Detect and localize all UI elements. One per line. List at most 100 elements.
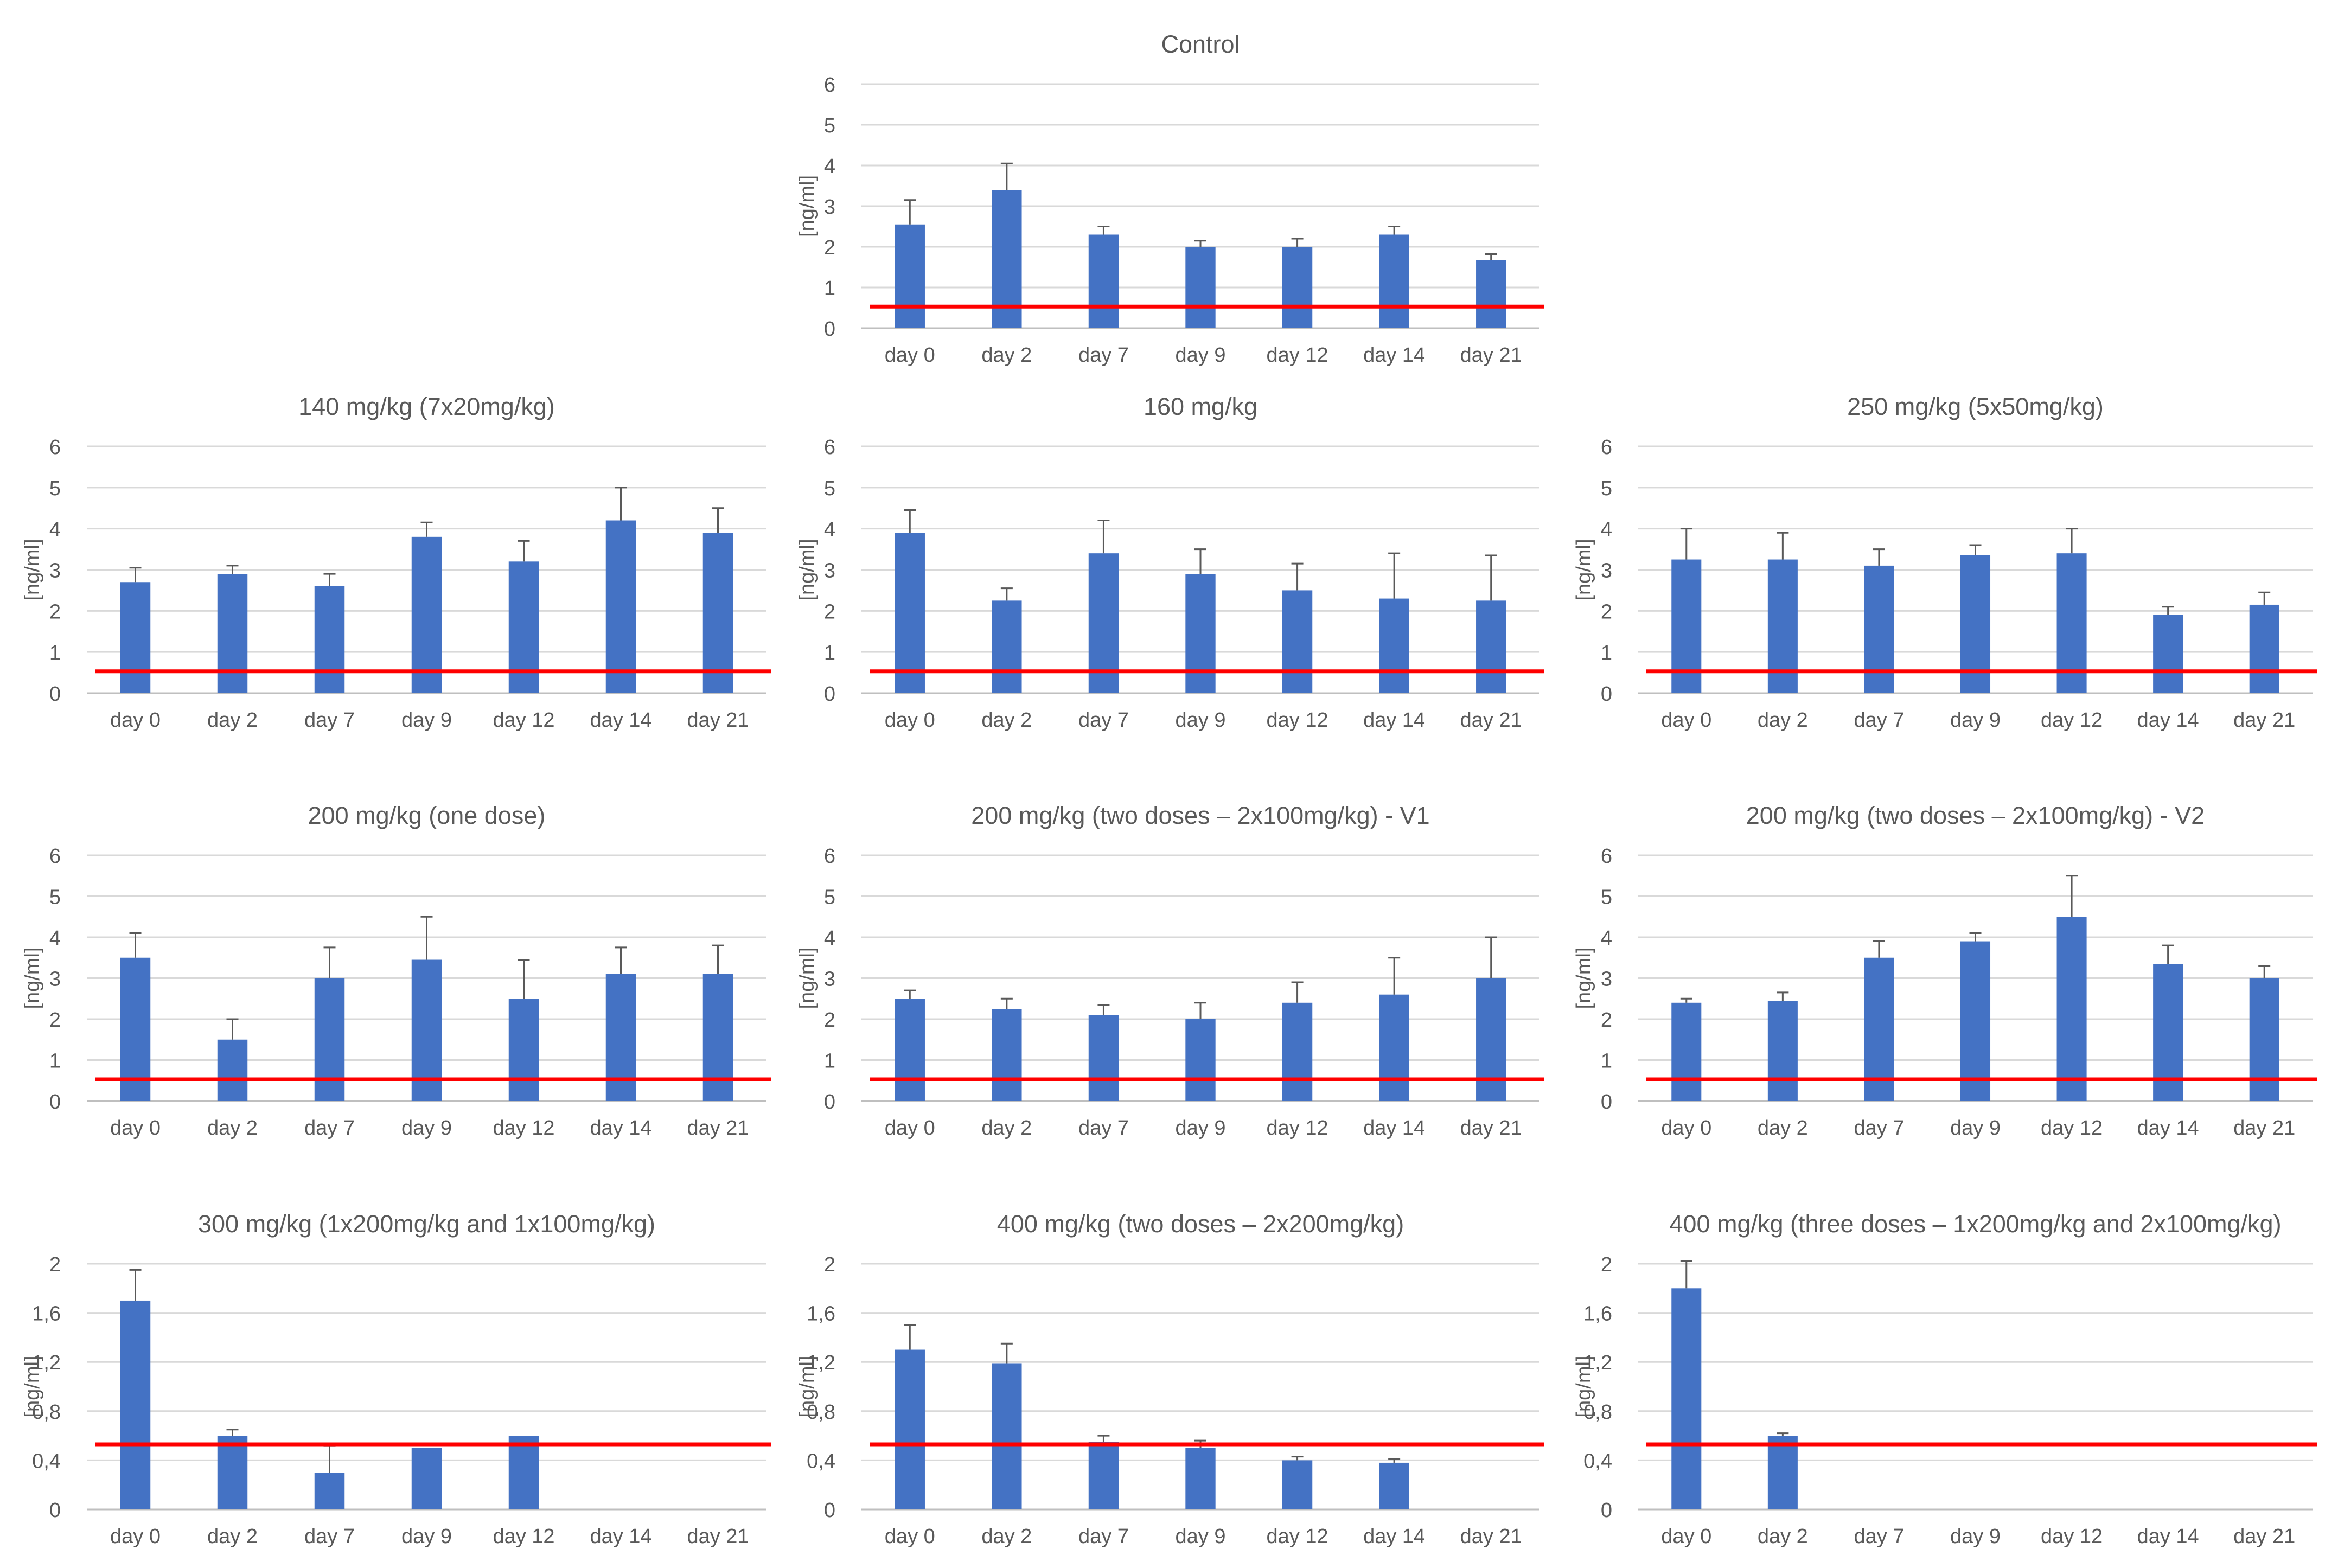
y-tick-label: 3 — [1601, 968, 1612, 991]
x-tick-label: day 7 — [304, 1117, 355, 1140]
y-tick-label: 2 — [49, 600, 61, 623]
x-tick-label: day 14 — [1363, 1117, 1425, 1140]
x-tick-label: day 2 — [207, 1117, 258, 1140]
y-tick-label: 5 — [1601, 477, 1612, 500]
y-tick-label: 1,2 — [32, 1352, 61, 1374]
y-tick-label: 2 — [824, 1253, 835, 1276]
y-tick-label: 4 — [49, 927, 61, 950]
x-tick-label: day 2 — [981, 1117, 1032, 1140]
y-tick-label: 6 — [1601, 436, 1612, 459]
y-tick-label: 1,2 — [807, 1352, 835, 1374]
chart-panel-4: 0 1 2 3 4 5 6 250 mg/kg (5x50mg/kg) [ng/ml] day 0… — [1573, 393, 2317, 732]
y-tick-label: 2 — [1601, 1253, 1612, 1276]
chart-title: Control — [1161, 30, 1240, 58]
y-tick-label: 4 — [1601, 519, 1612, 541]
chart-title: 200 mg/kg (two doses – 2x100mg/kg) - V1 — [971, 802, 1429, 829]
x-tick-label: day 9 — [401, 1525, 452, 1548]
bar-day-21 — [2249, 604, 2279, 693]
y-axis-label: [ng/ml] — [796, 947, 819, 1009]
x-tick-label: day 2 — [1758, 1525, 1808, 1548]
x-tick-label: day 9 — [1950, 1525, 2001, 1548]
chart-title: 250 mg/kg (5x50mg/kg) — [1847, 393, 2104, 420]
x-tick-label: day 12 — [2041, 709, 2103, 732]
y-axis-label: [ng/ml] — [21, 1355, 44, 1417]
y-tick-label: 5 — [49, 886, 61, 909]
x-tick-label: day 14 — [590, 709, 651, 732]
bar-day-0 — [120, 957, 151, 1101]
y-tick-label: 5 — [1601, 886, 1612, 909]
y-tick-label: 0,8 — [1583, 1401, 1612, 1424]
y-tick-label: 0 — [824, 318, 835, 341]
x-tick-label: day 21 — [1460, 709, 1522, 732]
y-tick-label: 0 — [1601, 683, 1612, 706]
y-axis-label: [ng/ml] — [1573, 1355, 1595, 1417]
bar-day-2 — [992, 600, 1022, 693]
bar-day-0 — [895, 533, 925, 693]
y-axis-label: [ng/ml] — [796, 1355, 819, 1417]
bar-day-14 — [2153, 615, 2183, 693]
y-axis-label: [ng/ml] — [21, 539, 44, 600]
x-tick-label: day 2 — [981, 1525, 1032, 1548]
x-tick-label: day 12 — [493, 709, 554, 732]
y-tick-label: 2 — [1601, 600, 1612, 623]
x-tick-label: day 7 — [304, 709, 355, 732]
chart-panel-3: 0 1 2 3 4 5 6 160 mg/kg [ng/ml] day 0 day 2 day 7 da… — [796, 393, 1544, 732]
x-tick-label: day 12 — [1267, 709, 1328, 732]
y-tick-label: 1,6 — [1583, 1303, 1612, 1326]
y-axis-label: [ng/ml] — [1573, 947, 1595, 1009]
y-tick-label: 5 — [824, 886, 835, 909]
y-tick-label: 2 — [824, 600, 835, 623]
bar-day-14 — [1379, 994, 1409, 1101]
bar-day-14 — [605, 520, 636, 693]
y-axis-label: [ng/ml] — [21, 947, 44, 1009]
x-tick-label: day 14 — [2137, 1117, 2199, 1140]
x-tick-label: day 9 — [1176, 1525, 1226, 1548]
bar-day-12 — [1282, 247, 1313, 328]
x-tick-label: day 7 — [304, 1525, 355, 1548]
x-tick-label: day 21 — [1460, 344, 1522, 367]
x-tick-label: day 0 — [885, 1525, 935, 1548]
x-tick-label: day 7 — [1078, 709, 1129, 732]
bar-day-9 — [1960, 941, 1991, 1101]
x-tick-label: day 0 — [1661, 1117, 1711, 1140]
x-tick-label: day 12 — [2041, 1525, 2103, 1548]
y-axis-label: [ng/ml] — [796, 175, 819, 237]
bar-day-14 — [1379, 1462, 1409, 1509]
x-tick-label: day 0 — [1661, 709, 1711, 732]
bar-day-14 — [1379, 598, 1409, 693]
y-tick-label: 2 — [1601, 1009, 1612, 1032]
y-tick-label: 0,4 — [807, 1450, 835, 1473]
x-tick-label: day 12 — [493, 1525, 554, 1548]
x-tick-label: day 14 — [2137, 709, 2199, 732]
y-tick-label: 6 — [49, 845, 61, 868]
y-tick-label: 6 — [49, 436, 61, 459]
x-tick-label: day 2 — [1758, 1117, 1808, 1140]
y-tick-label: 0 — [1601, 1499, 1612, 1522]
y-tick-label: 3 — [824, 968, 835, 991]
chart-panel-9: 0 0,4 0,8 1,2 1,6 2 400 mg/kg (two doses – 2x2… — [796, 1210, 1544, 1548]
y-tick-label: 4 — [824, 519, 835, 541]
x-tick-label: day 21 — [687, 1525, 749, 1548]
x-tick-label: day 9 — [1176, 344, 1226, 367]
x-tick-label: day 9 — [1176, 709, 1226, 732]
y-tick-label: 2 — [824, 236, 835, 259]
y-tick-label: 5 — [824, 114, 835, 137]
chart-title: 400 mg/kg (three doses – 1x200mg/kg and … — [1669, 1210, 2281, 1238]
x-tick-label: day 7 — [1854, 1117, 1904, 1140]
y-tick-label: 0 — [49, 1499, 61, 1522]
x-tick-label: day 7 — [1078, 1525, 1129, 1548]
x-tick-label: day 14 — [2137, 1525, 2199, 1548]
bar-day-7 — [1088, 234, 1119, 328]
bar-day-0 — [895, 224, 925, 328]
x-tick-label: day 9 — [1950, 1117, 2001, 1140]
bar-day-12 — [508, 1436, 539, 1509]
bar-day-12 — [508, 999, 539, 1101]
x-tick-label: day 14 — [1363, 1525, 1425, 1548]
bar-day-7 — [314, 1473, 345, 1509]
y-tick-label: 2 — [49, 1253, 61, 1276]
bar-day-7 — [314, 978, 345, 1101]
bar-day-7 — [1088, 1442, 1119, 1509]
y-tick-label: 3 — [49, 560, 61, 583]
x-tick-label: day 21 — [1460, 1525, 1522, 1548]
